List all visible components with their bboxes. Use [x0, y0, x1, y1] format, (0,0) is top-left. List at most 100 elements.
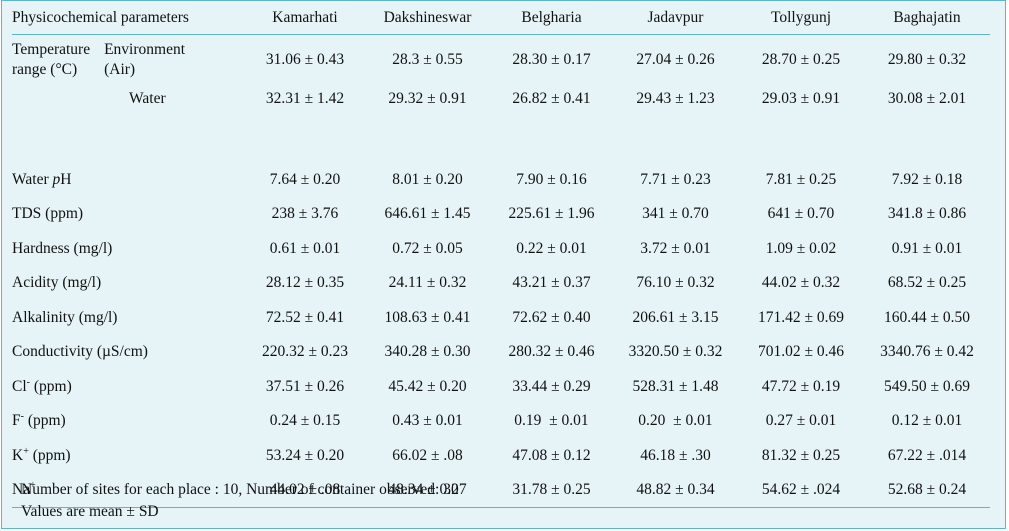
table-row: K+ (ppm) 53.24 ± 0.20 66.02 ± .08 47.08 ± 0… [12, 439, 990, 474]
table-cell: 37.51 ± 0.26 [265, 377, 345, 395]
table-cell: 7.90 ± 0.16 [516, 170, 587, 188]
table-cell: 72.52 ± 0.41 [265, 308, 345, 326]
table-cell: 7.92 ± 0.18 [891, 170, 963, 188]
row-label: Hardness (mg/l) [12, 232, 245, 267]
temperature-label-cell: Temperature range (°C) Environment (Air) [12, 35, 245, 86]
temperature-label-line2: range (°C) [12, 61, 78, 78]
table-row: Water 32.31 ± 1.42 29.32 ± 0.91 26.82 ± … [12, 85, 990, 128]
table-cell: 206.61 ± 3.15 [632, 308, 719, 326]
header-col: Baghajatin [893, 8, 961, 26]
table-cell: 8.01 ± 0.20 [392, 170, 463, 188]
table-cell: 45.42 ± 0.20 [388, 377, 467, 395]
table-cell: 31.78 ± 0.25 [512, 481, 591, 498]
environment-label: Environment (Air) [104, 40, 185, 80]
table-cell: 28.3 ± 0.55 [392, 51, 463, 68]
table-row: F- (ppm) 0.24 ± 0.15 0.43 ± 0.01 0.19 ± 0.0… [12, 404, 990, 439]
table-cell: 549.50 ± 0.69 [883, 377, 970, 395]
row-label: Na+ [12, 473, 245, 508]
table-cell: 171.42 ± 0.69 [757, 308, 844, 326]
table-cell: 701.02 ± 0.46 [757, 343, 844, 361]
table-cell: 67.22 ± .014 [887, 446, 967, 464]
table-cell: 43.21 ± 0.37 [512, 274, 591, 292]
table-row: Water pH 7.64 ± 0.20 8.01 ± 0.20 7.90 ± 0.1… [12, 163, 990, 198]
row-label-text: TDS (ppm) [12, 205, 84, 223]
row-label-suffix: (ppm) [30, 377, 72, 395]
header-col: Jadavpur [647, 8, 704, 26]
table-row: Alkalinity (mg/l) 72.52 ± 0.41 108.63 ± 0.… [12, 301, 990, 336]
table-cell: 76.10 ± 0.32 [636, 274, 715, 292]
table-cell: 47.72 ± 0.19 [761, 377, 841, 395]
table-cell: 0.20 ± 0.01 [638, 412, 713, 430]
table-cell: 225.61 ± 1.96 [508, 205, 595, 223]
table-cell: 341 ± 0.70 [642, 205, 709, 223]
table-cell: 31.06 ± 0.43 [265, 51, 345, 68]
note-sites: Number of sites for each place : 10, Num… [21, 481, 459, 498]
water-label: Water [129, 90, 166, 107]
table-cell: 7.81 ± 0.25 [765, 170, 837, 188]
table-cell: 28.70 ± 0.25 [761, 51, 841, 68]
water-label-cell: Water [12, 85, 245, 128]
table-cell: 30.08 ± 2.01 [887, 90, 967, 107]
table-cell: 280.32 ± 0.46 [508, 343, 595, 361]
table-cell: 46.18 ± .30 [640, 446, 711, 464]
row-label-superscript: - [26, 376, 30, 388]
table-cell: 0.61 ± 0.01 [269, 239, 341, 257]
header-col: Tollygunj [770, 8, 832, 26]
table-cell: 29.43 ± 1.23 [636, 90, 715, 107]
table-cell: 3320.50 ± 0.32 [628, 343, 723, 361]
table-cell: 72.62 ± 0.40 [512, 308, 591, 326]
header-col: Belgharia [521, 8, 582, 26]
row-label-text: Water [12, 170, 53, 188]
row-label-text: Acidity (mg/l) [12, 274, 102, 292]
table-cell: 0.24 ± 0.15 [269, 412, 341, 430]
table-cell: 28.12 ± 0.35 [265, 274, 345, 292]
table-cell: 341.8 ± 0.86 [887, 205, 967, 223]
environment-label-line2: (Air) [104, 61, 136, 78]
row-label-text: Conductivity (µS/cm) [12, 343, 148, 361]
table-cell: 54.62 ± .024 [761, 481, 841, 498]
table-row: Temperature range (°C) Environment (Air)… [12, 35, 990, 86]
row-label: TDS (ppm) [12, 197, 245, 232]
table-cell: 641 ± 0.70 [767, 205, 835, 223]
table-cell: 44.02 ± .08 [269, 481, 341, 498]
table-cell: 29.80 ± 0.32 [887, 51, 967, 68]
row-label-text: F [12, 412, 21, 430]
table-cell: 48.34 ± 0.27 [388, 481, 467, 498]
table-cell: 29.32 ± 0.91 [388, 90, 467, 107]
table-cell: 0.91 ± 0.01 [891, 239, 963, 257]
row-label: Conductivity (µS/cm) [12, 335, 245, 370]
row-label-superscript: + [30, 479, 36, 491]
header-row: Physicochemical parameters Kamarhati Dak… [12, 1, 990, 35]
row-label: K+ (ppm) [12, 439, 245, 474]
table-cell: 81.32 ± 0.25 [761, 446, 841, 464]
header-param: Physicochemical parameters [12, 8, 189, 26]
table-cell: 33.44 ± 0.29 [512, 377, 591, 395]
row-label: Water pH [12, 163, 245, 198]
row-label: Cl- (ppm) [12, 370, 245, 405]
spacer-row [12, 128, 990, 163]
table-cell: 3.72 ± 0.01 [640, 239, 711, 257]
table-cell: 0.19 ± 0.01 [514, 412, 589, 430]
table-cell: 52.68 ± 0.24 [887, 481, 967, 498]
row-label-italic: p [52, 170, 61, 188]
header-col: Kamarhati [272, 8, 338, 26]
environment-label-line1: Environment [104, 41, 186, 58]
header-col: Dakshineswar [383, 8, 472, 26]
table-row: Hardness (mg/l) 0.61 ± 0.01 0.72 ± 0.05 0.2… [12, 232, 990, 267]
temperature-label: Temperature range (°C) [12, 40, 90, 80]
row-label-text: Na [12, 481, 31, 498]
table-cell: 29.03 ± 0.91 [761, 90, 841, 107]
table-cell: 646.61 ± 1.45 [384, 205, 471, 223]
table-cell: 53.24 ± 0.20 [265, 446, 345, 464]
row-label: F- (ppm) [12, 404, 245, 439]
table-row: Conductivity (µS/cm) 220.32 ± 0.23 340.28 … [12, 335, 990, 370]
table-cell: 26.82 ± 0.41 [512, 90, 591, 107]
table-cell: 0.22 ± 0.01 [516, 239, 587, 257]
table-cell: 160.44 ± 0.50 [883, 308, 970, 326]
table-cell: 48.82 ± 0.34 [636, 481, 715, 498]
row-label: Acidity (mg/l) [12, 266, 245, 301]
table-row: Cl- (ppm) 37.51 ± 0.26 45.42 ± 0.20 33.44 ±… [12, 370, 990, 405]
table-cell: 7.64 ± 0.20 [269, 170, 341, 188]
table-cell: 528.31 ± 1.48 [632, 377, 719, 395]
table-cell: 0.72 ± 0.05 [392, 239, 463, 257]
